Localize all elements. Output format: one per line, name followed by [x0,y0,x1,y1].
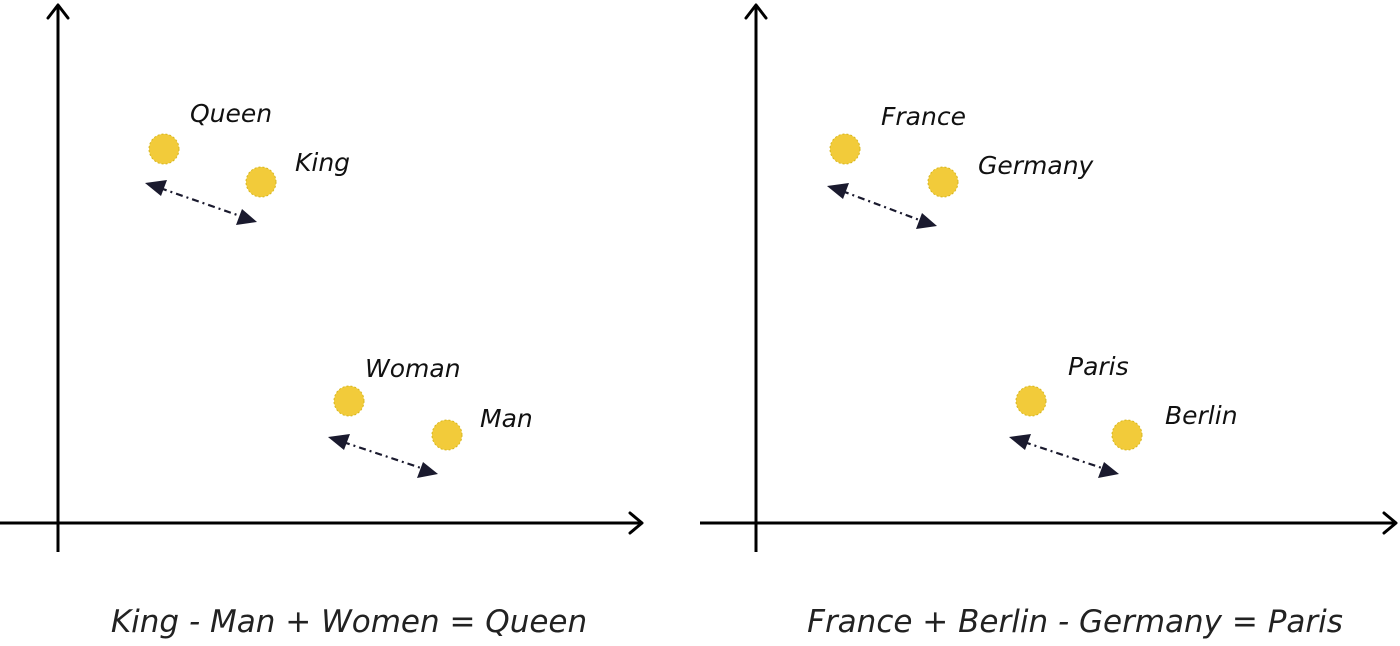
point-label: Germany [978,151,1095,180]
point-paris: Paris [1015,352,1129,417]
panel-capital: France Germany Paris Berlin France + Ber… [700,3,1398,640]
y-axis [46,3,70,552]
point-queen: Queen [148,99,272,165]
relation-arrow-woman-man [328,434,438,478]
point-man: Man [431,404,533,451]
point-label: Paris [1068,352,1129,381]
equation-gender: King - Man + Women = Queen [111,604,587,640]
point-marker [829,133,861,165]
point-berlin: Berlin [1111,401,1238,451]
point-king: King [245,148,350,198]
relation-arrow-paris-berlin [1009,434,1119,478]
point-label: Woman [365,354,461,383]
point-woman: Woman [333,354,461,417]
point-label: Queen [190,99,272,128]
point-france: France [829,102,966,165]
point-marker [1111,419,1143,451]
point-marker [245,166,277,198]
relation-arrow-queen-king [145,180,257,225]
point-label: France [881,102,966,131]
x-axis [700,511,1398,535]
point-marker [333,385,365,417]
point-marker [148,133,180,165]
panel-gender: Queen King Woman Man King - Man + Women … [0,3,644,640]
point-label: Berlin [1165,401,1238,430]
point-marker [1015,385,1047,417]
equation-capital: France + Berlin - Germany = Paris [807,604,1343,640]
point-germany: Germany [927,151,1095,198]
point-label: King [295,148,350,177]
y-axis [744,3,768,552]
point-marker [431,419,463,451]
point-marker [927,166,959,198]
point-label: Man [480,404,533,433]
relation-arrow-france-germany [827,183,937,229]
x-axis [0,511,644,535]
